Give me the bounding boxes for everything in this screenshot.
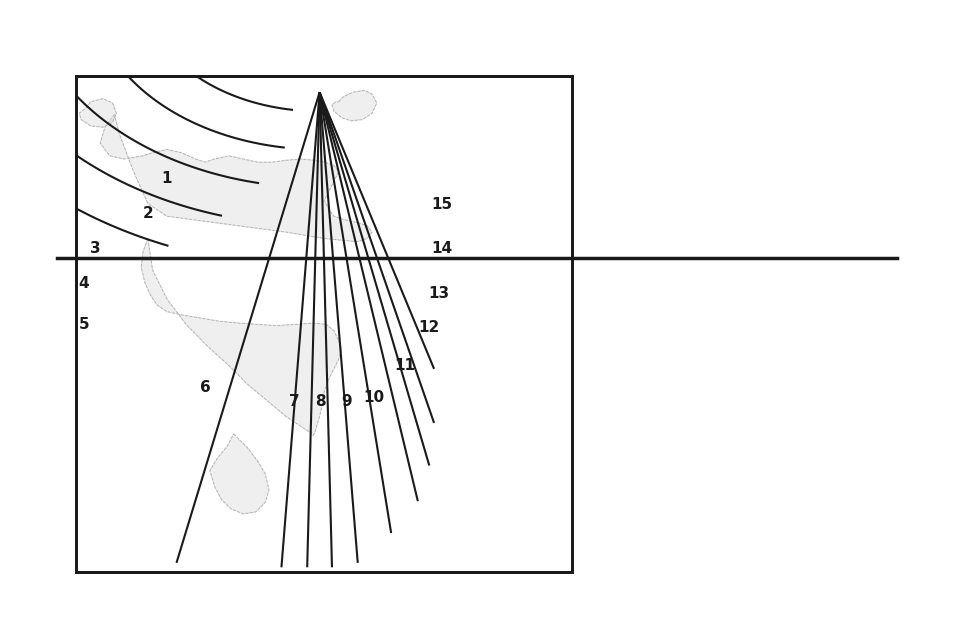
Polygon shape — [79, 99, 116, 127]
Text: 1: 1 — [161, 170, 172, 186]
Text: 12: 12 — [418, 320, 439, 335]
Text: 11: 11 — [394, 358, 415, 373]
Bar — [76, 76, 572, 572]
Text: 7: 7 — [288, 394, 299, 410]
Text: 6: 6 — [199, 380, 211, 396]
Text: 10: 10 — [363, 390, 384, 405]
Text: 9: 9 — [340, 394, 352, 410]
Polygon shape — [332, 90, 376, 121]
Polygon shape — [210, 434, 269, 514]
Polygon shape — [100, 114, 372, 242]
Polygon shape — [141, 238, 341, 436]
Text: 14: 14 — [431, 240, 452, 256]
Text: 3: 3 — [90, 240, 101, 256]
Text: 8: 8 — [314, 394, 326, 410]
Text: 2: 2 — [142, 205, 153, 221]
Bar — [76, 76, 572, 572]
Text: 13: 13 — [428, 286, 449, 301]
Text: 4: 4 — [78, 275, 90, 291]
Text: 15: 15 — [431, 197, 452, 212]
Text: 5: 5 — [78, 317, 90, 332]
